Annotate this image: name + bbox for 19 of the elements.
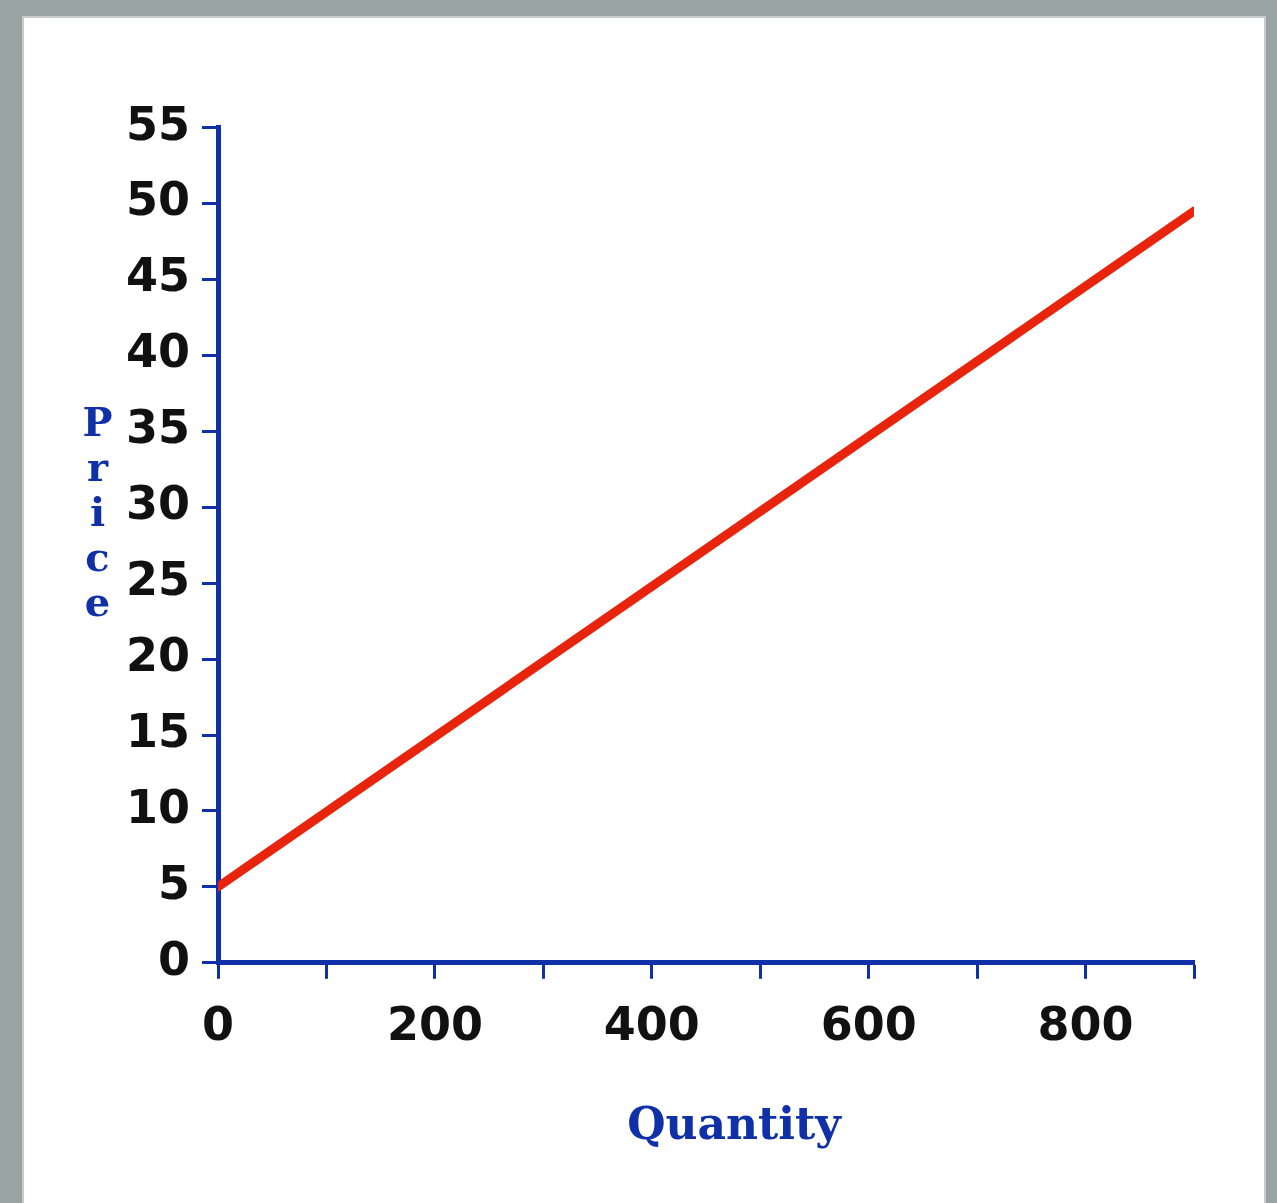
y-tick-label: 20 (126, 628, 191, 683)
y-tick-label: 30 (126, 476, 191, 531)
y-tick-label: 35 (126, 400, 191, 455)
x-tick-label: 0 (202, 997, 235, 1052)
x-tick-label: 400 (603, 997, 700, 1052)
y-tick-label: 45 (126, 248, 191, 303)
y-tick-label: 40 (126, 324, 191, 379)
y-tick-label: 0 (158, 931, 191, 986)
y-tick-label: 10 (126, 779, 191, 834)
y-tick-label: 50 (126, 172, 191, 227)
y-tick-label: 55 (126, 96, 191, 151)
x-tick-label: 200 (386, 997, 483, 1052)
y-tick-label: 15 (126, 703, 191, 758)
y-tick-label: 25 (126, 552, 191, 607)
y-axis-title: Price (74, 398, 121, 623)
x-axis-title: Quantity (626, 1098, 843, 1149)
x-tick-label: 600 (820, 997, 917, 1052)
y-tick-label: 5 (158, 855, 191, 910)
x-tick-label: 800 (1037, 997, 1134, 1052)
